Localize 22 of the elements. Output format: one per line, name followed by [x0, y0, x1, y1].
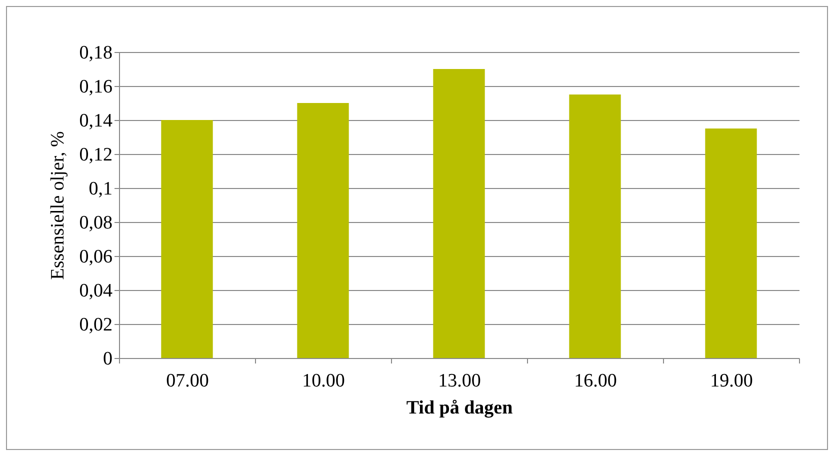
y-tick-label: 0,02 [79, 314, 112, 336]
y-tick-label: 0,14 [79, 110, 113, 132]
x-axis-title: Tid på dagen [406, 398, 514, 418]
x-tick-label: 13.00 [438, 370, 481, 392]
y-tick-label: 0 [103, 348, 112, 370]
bar [297, 103, 349, 358]
bar [705, 128, 757, 358]
x-tick-label: 07.00 [166, 370, 209, 392]
bar [569, 94, 621, 358]
x-tick-label: 10.00 [302, 370, 345, 392]
y-tick-label: 0,06 [79, 246, 112, 268]
y-tick-label: 0,12 [79, 144, 112, 166]
y-axis-title: Essensielle oljer, % [47, 131, 68, 280]
bar [433, 69, 485, 358]
y-tick-label: 0,1 [88, 178, 112, 200]
x-tick-label: 16.00 [574, 370, 617, 392]
bar [161, 120, 213, 358]
y-tick-label: 0,04 [79, 280, 113, 302]
y-tick-label: 0,08 [79, 212, 112, 234]
y-tick-label: 0,16 [79, 76, 112, 98]
y-tick-label: 0,18 [79, 42, 112, 64]
x-tick-label: 19.00 [710, 370, 753, 392]
